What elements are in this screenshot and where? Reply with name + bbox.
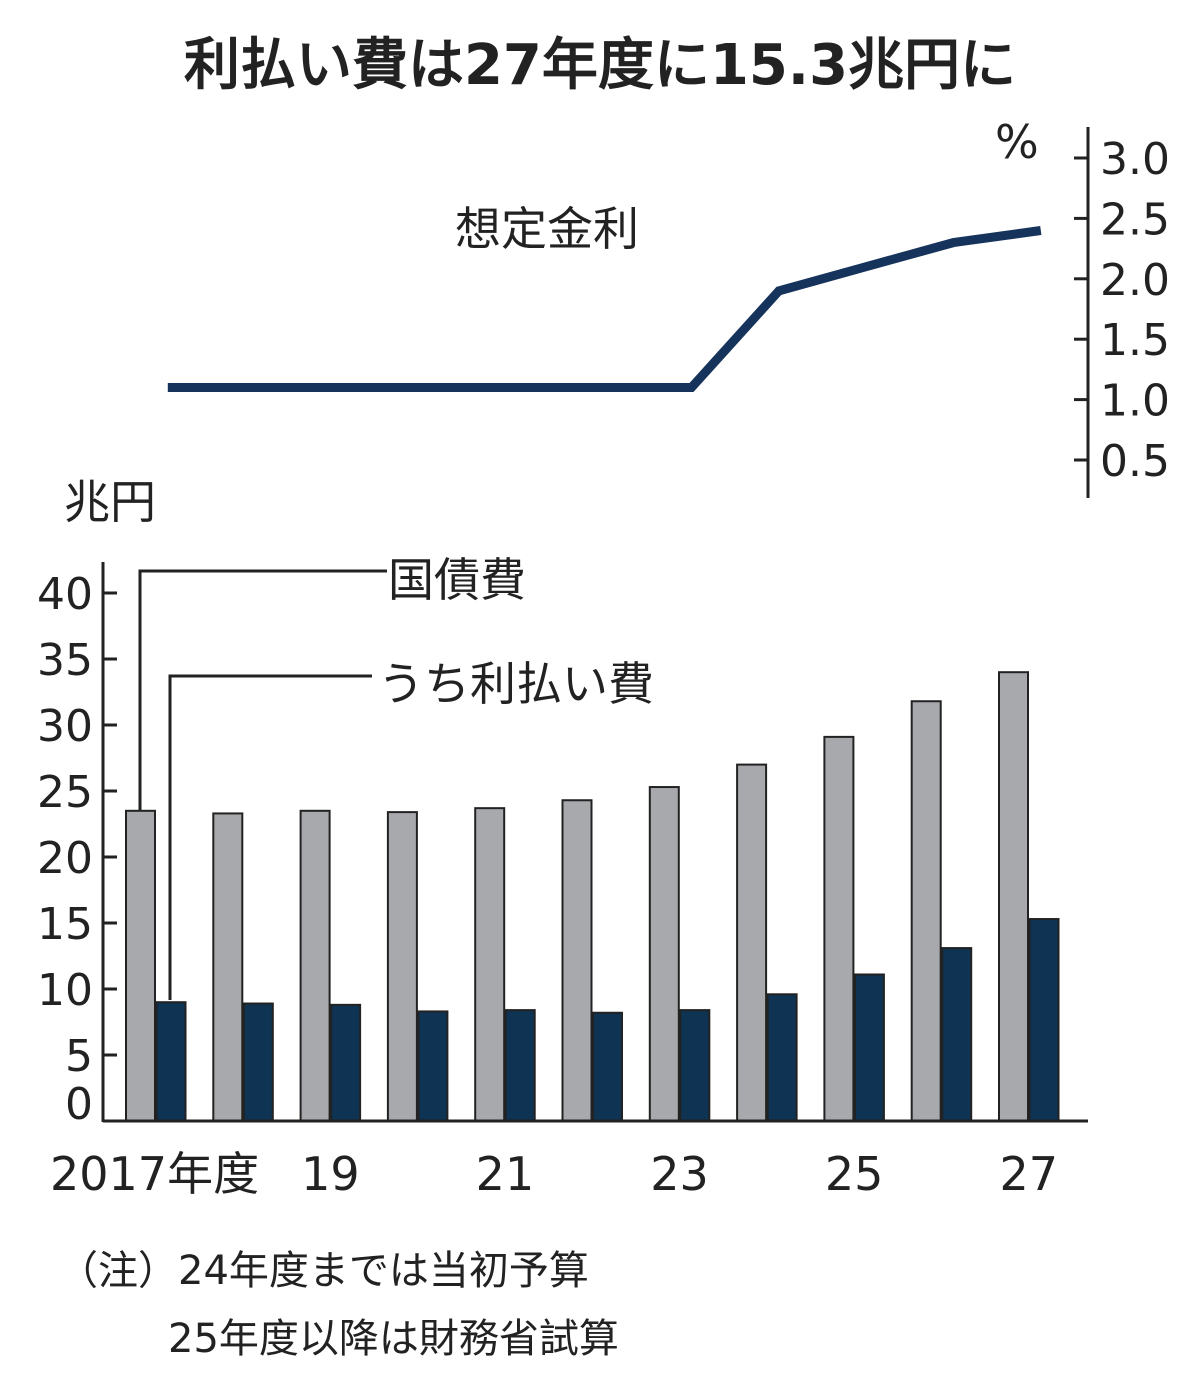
bar-total-debt-service — [125, 809, 156, 1122]
bar-total-debt-service — [998, 671, 1029, 1122]
note-line-1: （注）24年度までは当初予算 — [58, 1248, 589, 1294]
rate-chart: % 想定金利 3.0 2.5 2.0 1.5 1.0 0.5 — [167, 115, 1170, 498]
bar-total-debt-service — [648, 786, 680, 1122]
debt-unit-label: 兆円 — [64, 475, 156, 529]
debt-tick-label: 25 — [37, 767, 93, 818]
legend-label-interest: うち利払い費 — [378, 657, 654, 711]
bar-total-debt-service — [736, 763, 768, 1122]
bar-total-debt-service — [299, 809, 331, 1122]
debt-chart: 兆円 40 35 30 25 20 15 10 50 2017年度 19 21 23 25 27 国債費… — [37, 475, 1088, 1201]
debt-tick-label: 5 — [65, 1031, 93, 1082]
bar-interest-payment — [330, 1003, 362, 1123]
chart-title: 利払い費は27年度に15.3兆円に — [184, 33, 1016, 98]
bar-interest-payment — [155, 1001, 187, 1123]
rate-tick-label: 2.5 — [1100, 194, 1170, 245]
bar-interest-payment — [941, 947, 973, 1123]
bar-interest-payment — [853, 973, 885, 1122]
legend-label-total: 国債費 — [388, 553, 526, 607]
debt-x-tick-label: 25 — [825, 1147, 884, 1201]
rate-tick-label: 0.5 — [1100, 436, 1170, 487]
bar-total-debt-service — [910, 700, 942, 1122]
legend-leader-total — [138, 569, 387, 810]
bar-total-debt-service — [823, 735, 855, 1122]
debt-tick-label: 40 — [37, 569, 93, 620]
debt-tick-label: 20 — [37, 833, 93, 884]
rate-series-line — [167, 226, 1042, 392]
debt-x-tick-label: 21 — [476, 1147, 535, 1201]
rate-series-label: 想定金利 — [455, 202, 639, 256]
debt-x-ticks: 2017年度 19 21 23 25 27 — [50, 1147, 1058, 1201]
rate-tick-label: 1.5 — [1100, 315, 1170, 366]
bar-total-debt-service — [386, 811, 418, 1122]
note-line-2: 25年度以降は財務省試算 — [168, 1316, 619, 1362]
debt-tick-label: 35 — [37, 635, 93, 686]
bar-interest-payment — [592, 1011, 623, 1123]
bar-interest-payment — [417, 1010, 449, 1122]
debt-tick-label: 15 — [37, 899, 93, 950]
debt-tick-label: 0 — [65, 1079, 93, 1130]
legend-leader-interest — [168, 674, 372, 1000]
debt-y-ticks: 40 35 30 25 20 15 10 50 — [37, 569, 117, 1130]
debt-x-tick-label: 19 — [301, 1147, 360, 1201]
bar-total-debt-service — [474, 807, 506, 1122]
debt-bars — [125, 671, 1060, 1123]
bar-interest-payment — [242, 1002, 274, 1123]
bar-total-debt-service — [561, 799, 593, 1122]
rate-y-ticks: 3.0 2.5 2.0 1.5 1.0 0.5 — [1074, 134, 1170, 487]
rate-tick-label: 2.0 — [1100, 255, 1170, 306]
rate-tick-label: 1.0 — [1100, 376, 1170, 427]
bar-interest-payment — [679, 1009, 711, 1122]
bar-total-debt-service — [212, 812, 244, 1122]
debt-tick-label: 10 — [37, 965, 93, 1016]
bar-interest-payment — [1028, 918, 1060, 1122]
rate-tick-label: 3.0 — [1100, 134, 1170, 185]
debt-x-tick-label: 2017年度 — [50, 1147, 259, 1201]
debt-x-tick-label: 23 — [650, 1147, 709, 1201]
bar-interest-payment — [504, 1009, 536, 1122]
debt-x-tick-label: 27 — [999, 1147, 1058, 1201]
debt-tick-label: 30 — [37, 701, 93, 752]
rate-unit-label: % — [995, 115, 1039, 169]
bar-interest-payment — [766, 993, 798, 1123]
